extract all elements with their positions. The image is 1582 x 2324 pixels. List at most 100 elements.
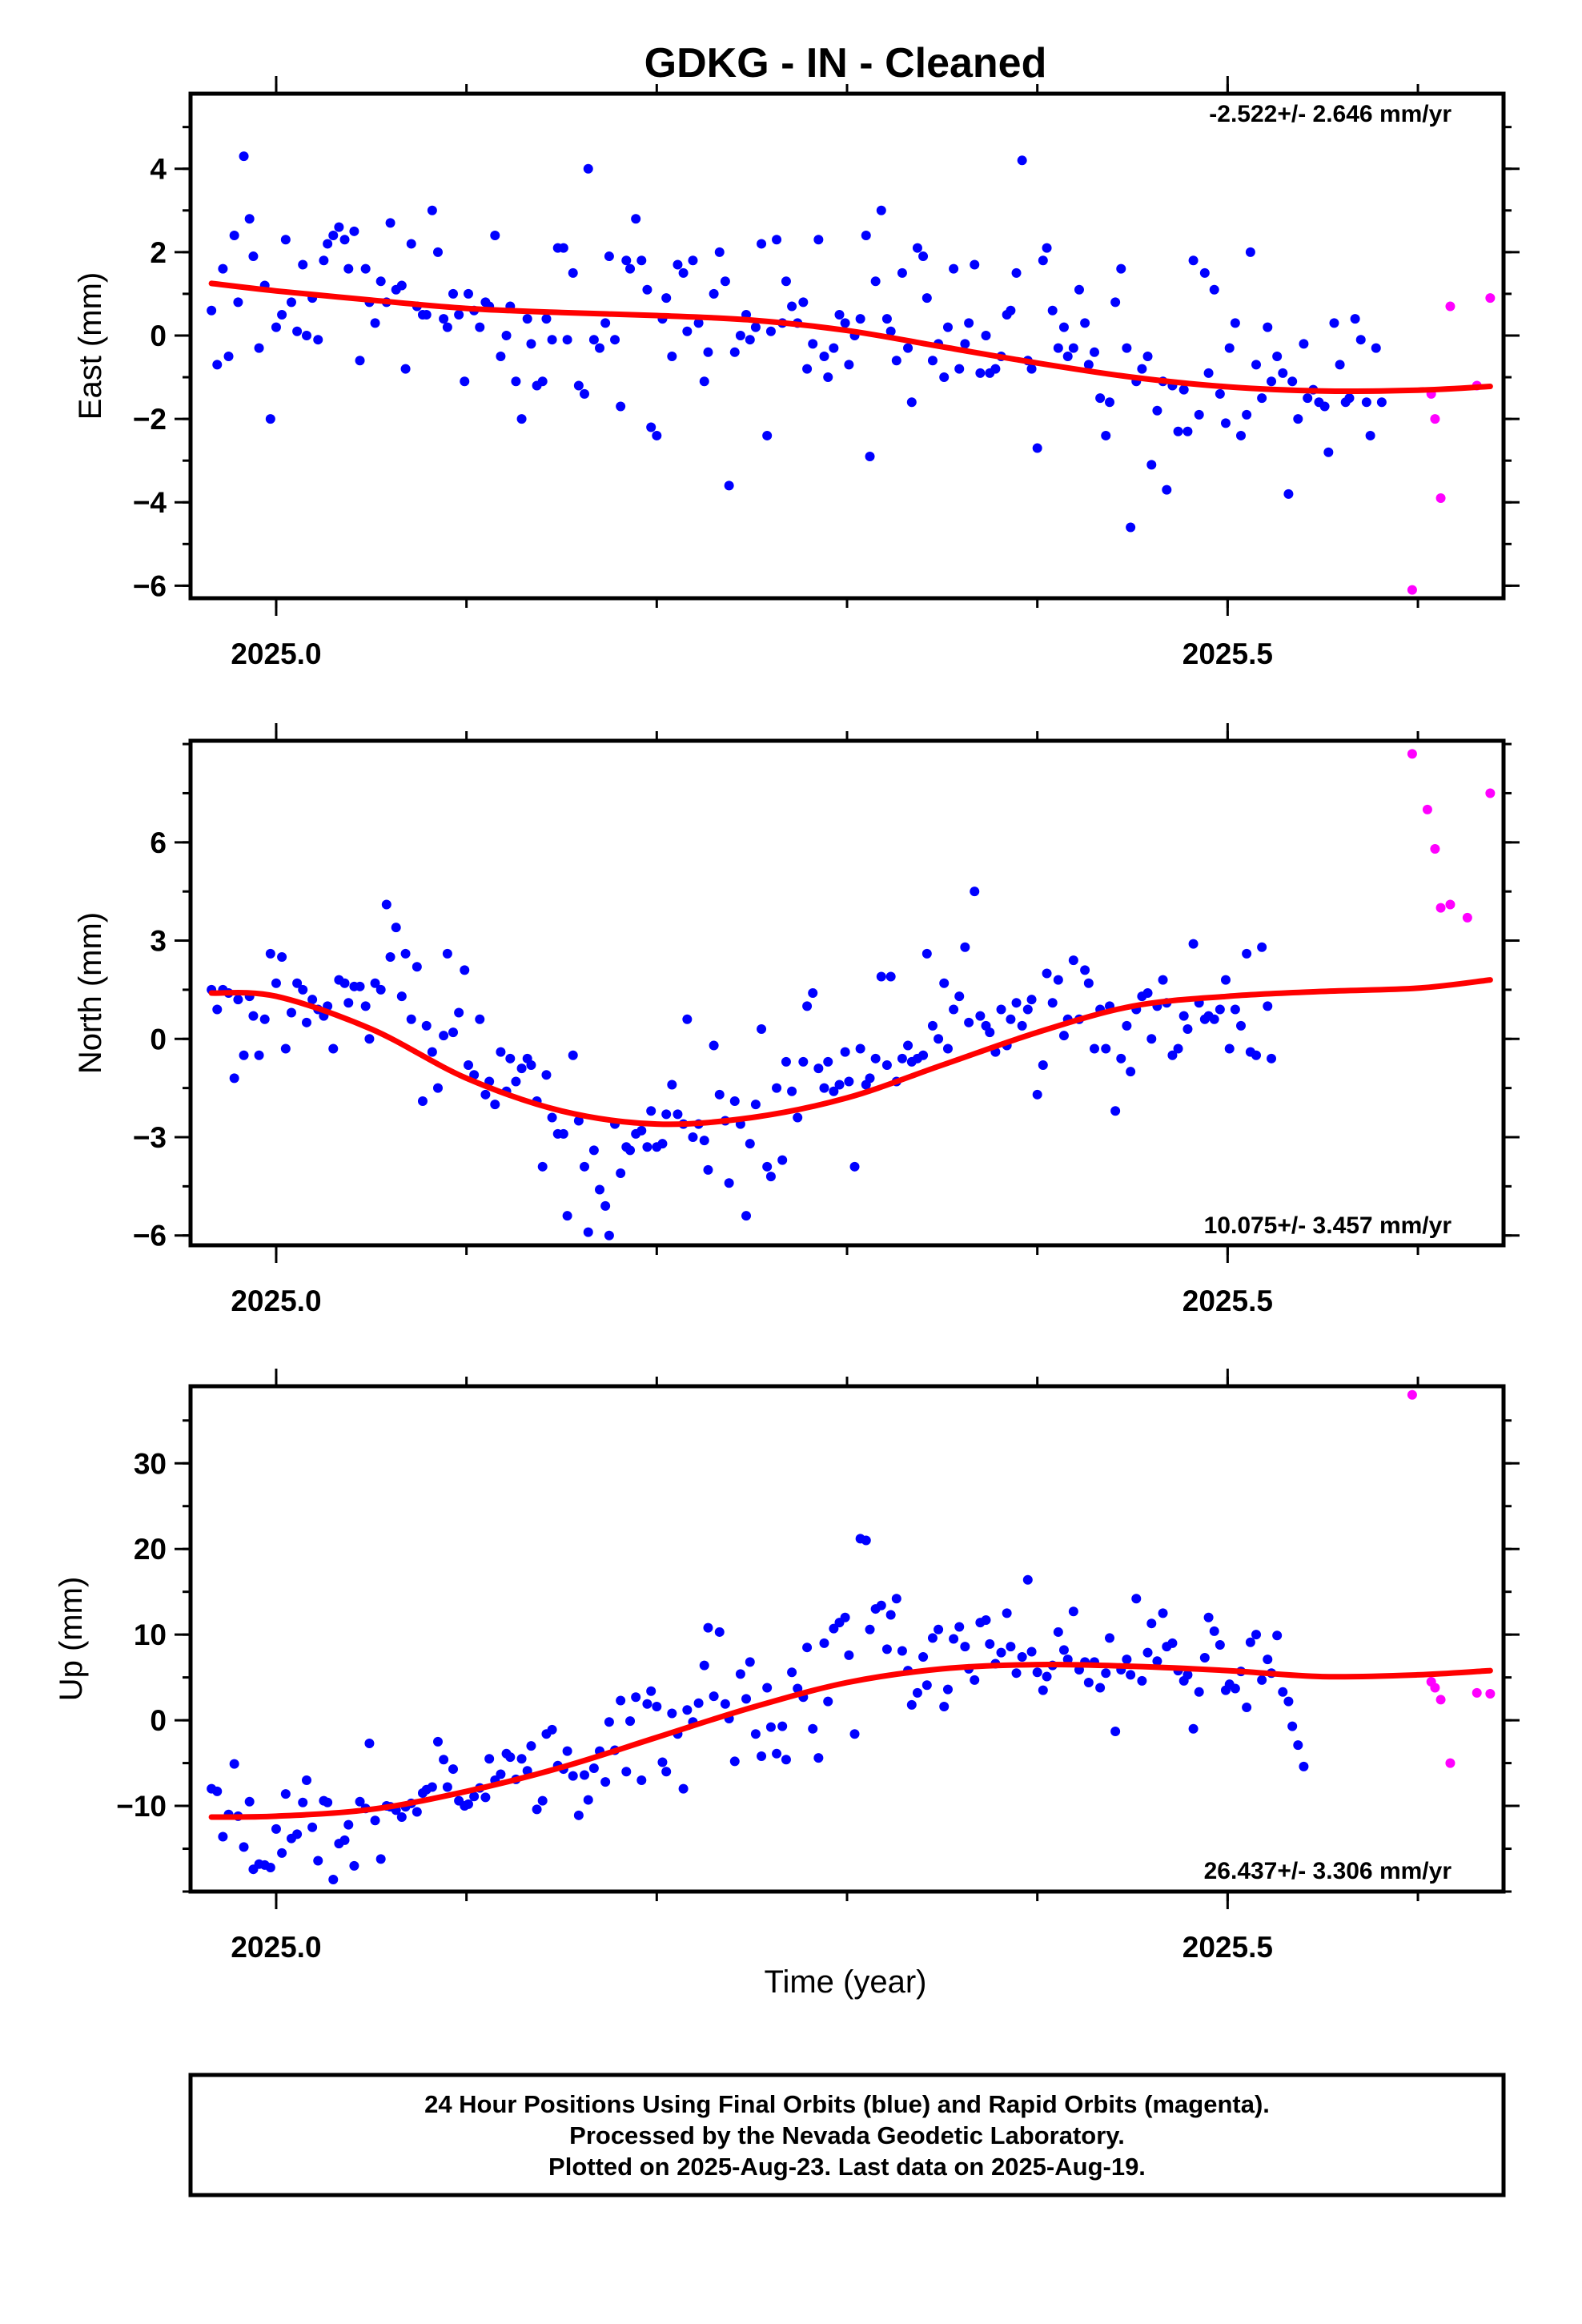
up-final-point bbox=[865, 1624, 875, 1634]
east-final-point bbox=[1215, 388, 1225, 399]
north-final-point bbox=[673, 1109, 683, 1120]
up-final-point bbox=[370, 1815, 380, 1826]
x-axis-label: Time (year) bbox=[765, 1964, 927, 2000]
up-final-point bbox=[432, 1736, 443, 1747]
up-final-point bbox=[1017, 1651, 1027, 1662]
north-final-point bbox=[381, 899, 391, 910]
up-y-tick-label: −10 bbox=[116, 1790, 167, 1823]
up-final-point bbox=[1158, 1608, 1168, 1618]
up-final-point bbox=[1058, 1645, 1069, 1655]
east-final-point bbox=[673, 259, 683, 270]
up-final-point bbox=[720, 1699, 730, 1709]
north-final-point bbox=[954, 991, 965, 1002]
up-final-point bbox=[793, 1683, 803, 1694]
east-final-point bbox=[323, 239, 333, 249]
north-final-point bbox=[396, 991, 407, 1002]
up-rapid-point bbox=[1435, 1695, 1446, 1705]
north-final-point bbox=[625, 1145, 636, 1156]
up-final-point bbox=[1308, 0, 1318, 5]
up-final-point bbox=[942, 1684, 953, 1695]
north-rapid-point bbox=[1430, 844, 1440, 854]
east-final-point bbox=[212, 360, 223, 370]
up-final-point bbox=[682, 1705, 693, 1715]
east-final-point bbox=[861, 231, 871, 241]
east-final-point bbox=[526, 339, 536, 349]
east-final-point bbox=[1110, 297, 1121, 308]
east-final-point bbox=[339, 235, 350, 245]
up-final-point bbox=[906, 1699, 917, 1710]
east-final-point bbox=[1272, 352, 1283, 362]
east-final-point bbox=[511, 376, 521, 387]
north-final-point bbox=[865, 1073, 875, 1084]
north-final-point bbox=[996, 1004, 1006, 1015]
up-final-point bbox=[745, 1657, 755, 1667]
east-final-point bbox=[903, 343, 913, 353]
up-final-point bbox=[1341, 0, 1351, 5]
up-final-point bbox=[1182, 1670, 1193, 1680]
north-final-point bbox=[277, 952, 287, 962]
north-final-point bbox=[292, 978, 303, 988]
up-final-point bbox=[876, 1600, 886, 1610]
north-final-point bbox=[233, 995, 243, 1005]
north-rate-label: 10.075+/- 3.457 mm/yr bbox=[1204, 1212, 1452, 1239]
east-final-point bbox=[1137, 364, 1147, 374]
north-final-point bbox=[781, 1056, 791, 1067]
up-final-point bbox=[772, 1748, 782, 1759]
east-x-tick-label: 2025.5 bbox=[1182, 637, 1273, 670]
up-final-point bbox=[1167, 1638, 1178, 1648]
north-final-point bbox=[360, 1001, 371, 1011]
up-rapid-point bbox=[1472, 1687, 1482, 1698]
east-final-point bbox=[621, 255, 632, 266]
up-final-point bbox=[1137, 1675, 1147, 1686]
east-final-point bbox=[881, 314, 892, 324]
up-final-point bbox=[480, 1792, 491, 1803]
up-final-point bbox=[1053, 1626, 1063, 1637]
east-final-point bbox=[1083, 360, 1094, 370]
north-final-point bbox=[840, 1047, 850, 1057]
east-final-point bbox=[981, 330, 991, 340]
east-final-point bbox=[1026, 364, 1037, 374]
north-final-point bbox=[903, 1040, 913, 1051]
north-final-point bbox=[464, 1060, 474, 1070]
up-final-point bbox=[1242, 1703, 1252, 1713]
up-final-point bbox=[1303, 0, 1312, 5]
north-final-point bbox=[646, 1106, 656, 1116]
east-final-point bbox=[298, 259, 308, 270]
east-final-point bbox=[897, 267, 907, 278]
up-final-point bbox=[765, 1722, 776, 1732]
east-final-point bbox=[876, 205, 886, 215]
north-final-point bbox=[1341, 0, 1351, 5]
east-final-point bbox=[588, 335, 599, 345]
north-final-point bbox=[1251, 1050, 1262, 1060]
up-final-point bbox=[1011, 1668, 1022, 1679]
up-final-point bbox=[1314, 0, 1323, 5]
up-final-point bbox=[375, 1854, 386, 1864]
east-final-point bbox=[703, 347, 713, 357]
up-final-point bbox=[1122, 1655, 1132, 1665]
north-final-point bbox=[439, 1031, 449, 1041]
up-y-axis-label: Up (mm) bbox=[54, 1577, 89, 1702]
east-y-tick-label: 0 bbox=[150, 320, 167, 352]
up-final-point bbox=[885, 1610, 896, 1620]
north-final-point bbox=[1038, 1060, 1048, 1070]
north-final-point bbox=[1387, 0, 1396, 5]
east-final-point bbox=[1006, 305, 1016, 316]
north-final-point bbox=[682, 1014, 693, 1024]
north-final-point bbox=[248, 1011, 259, 1021]
east-final-point bbox=[1392, 0, 1402, 5]
north-final-point bbox=[1224, 1043, 1235, 1054]
east-final-point bbox=[625, 263, 636, 274]
east-final-point bbox=[537, 376, 548, 387]
east-final-point bbox=[652, 430, 662, 440]
up-final-point bbox=[212, 1786, 223, 1796]
up-final-point bbox=[427, 1782, 437, 1792]
north-final-point bbox=[934, 1034, 944, 1044]
east-final-point bbox=[568, 267, 578, 278]
north-final-point bbox=[568, 1050, 578, 1060]
up-final-point bbox=[1257, 1675, 1267, 1685]
north-final-point bbox=[661, 1109, 672, 1120]
north-final-point bbox=[1209, 1014, 1219, 1024]
up-final-point bbox=[631, 1692, 641, 1703]
east-final-point bbox=[355, 356, 365, 366]
north-final-point bbox=[657, 1139, 668, 1149]
